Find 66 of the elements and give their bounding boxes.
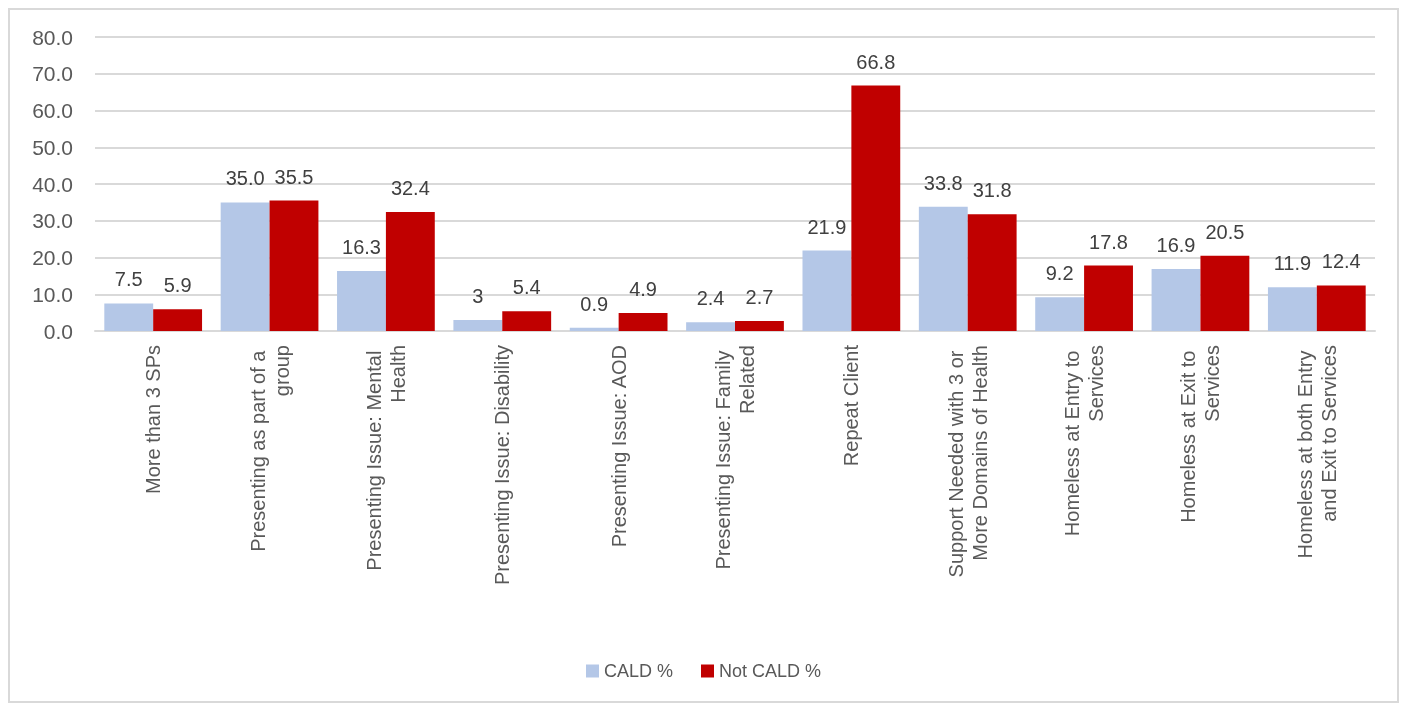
bar (269, 200, 319, 331)
data-label: 35.0 (225, 167, 265, 190)
x-tick-label: Presenting Issue: Mental Health (362, 345, 409, 571)
data-label: 16.9 (1156, 233, 1196, 256)
bar (1084, 265, 1133, 331)
bar (1316, 285, 1366, 331)
y-tick-label: 80.0 (32, 25, 73, 49)
data-label: 5.9 (163, 274, 192, 297)
data-label: 35.5 (274, 165, 314, 188)
bar (851, 85, 901, 331)
data-label: 66.8 (856, 50, 896, 73)
y-tick-label: 30.0 (32, 209, 73, 233)
x-tick-label: Homeless at Entry to Services (1061, 345, 1108, 537)
data-label: 2.4 (696, 287, 725, 310)
x-tick-label: Presenting Issue: Disability (491, 345, 514, 586)
x-tick-label: Support Needed with 3 or More Domains of Health (944, 345, 991, 578)
bar (104, 303, 154, 331)
bar (1267, 287, 1317, 331)
data-label: 5.4 (512, 276, 541, 299)
bar (802, 250, 852, 331)
x-tick-label: Presenting as part of a group (246, 345, 293, 552)
legend-label: Not CALD % (718, 661, 822, 681)
data-label: 33.8 (923, 171, 963, 194)
data-label: 7.5 (114, 268, 143, 291)
data-label: 32.4 (390, 176, 430, 199)
x-tick-label: Homeless at Exit to Services (1177, 345, 1224, 523)
bar (453, 319, 503, 331)
bar (337, 271, 386, 331)
bar (1200, 255, 1250, 331)
data-label: 31.8 (972, 179, 1012, 202)
bar (618, 312, 668, 331)
y-tick-label: 60.0 (32, 99, 73, 122)
bar (385, 211, 435, 331)
y-tick-label: 10.0 (32, 282, 73, 306)
data-label: 20.5 (1205, 220, 1245, 243)
bar (735, 321, 784, 331)
y-tick-label: 70.0 (32, 62, 73, 86)
data-label: 12.4 (1321, 250, 1361, 273)
data-label: 9.2 (1045, 262, 1074, 285)
y-tick-label: 50.0 (32, 135, 73, 159)
data-label: 11.9 (1273, 252, 1312, 275)
x-tick-label: More than 3 SPs (142, 345, 165, 494)
bar (967, 214, 1017, 331)
bar (220, 202, 270, 331)
bar (918, 206, 968, 331)
y-tick-label: 20.0 (32, 246, 73, 269)
x-tick-label: Repeat Client (840, 344, 863, 467)
x-tick-label: Presenting Issue: Family Related (712, 345, 758, 570)
data-label: 3 (472, 284, 484, 307)
bar (686, 322, 735, 331)
bar (1151, 268, 1201, 331)
bar (153, 309, 203, 331)
x-tick-label: Homeless at both Entry and Exit to Services (1293, 345, 1340, 559)
bar (502, 311, 552, 331)
data-label: 16.3 (342, 236, 381, 259)
y-tick-label: 0.0 (43, 319, 73, 343)
data-label: 21.9 (807, 215, 847, 238)
bar (569, 327, 619, 331)
data-label: 2.7 (745, 286, 774, 309)
y-tick-label: 40.0 (32, 172, 73, 196)
bar (1035, 297, 1085, 331)
data-label: 0.9 (580, 292, 609, 315)
legend-label: CALD % (603, 661, 673, 681)
data-label: 4.9 (629, 277, 657, 300)
data-label: 17.8 (1089, 230, 1128, 253)
x-tick-label: Presenting Issue: AOD (607, 345, 630, 548)
